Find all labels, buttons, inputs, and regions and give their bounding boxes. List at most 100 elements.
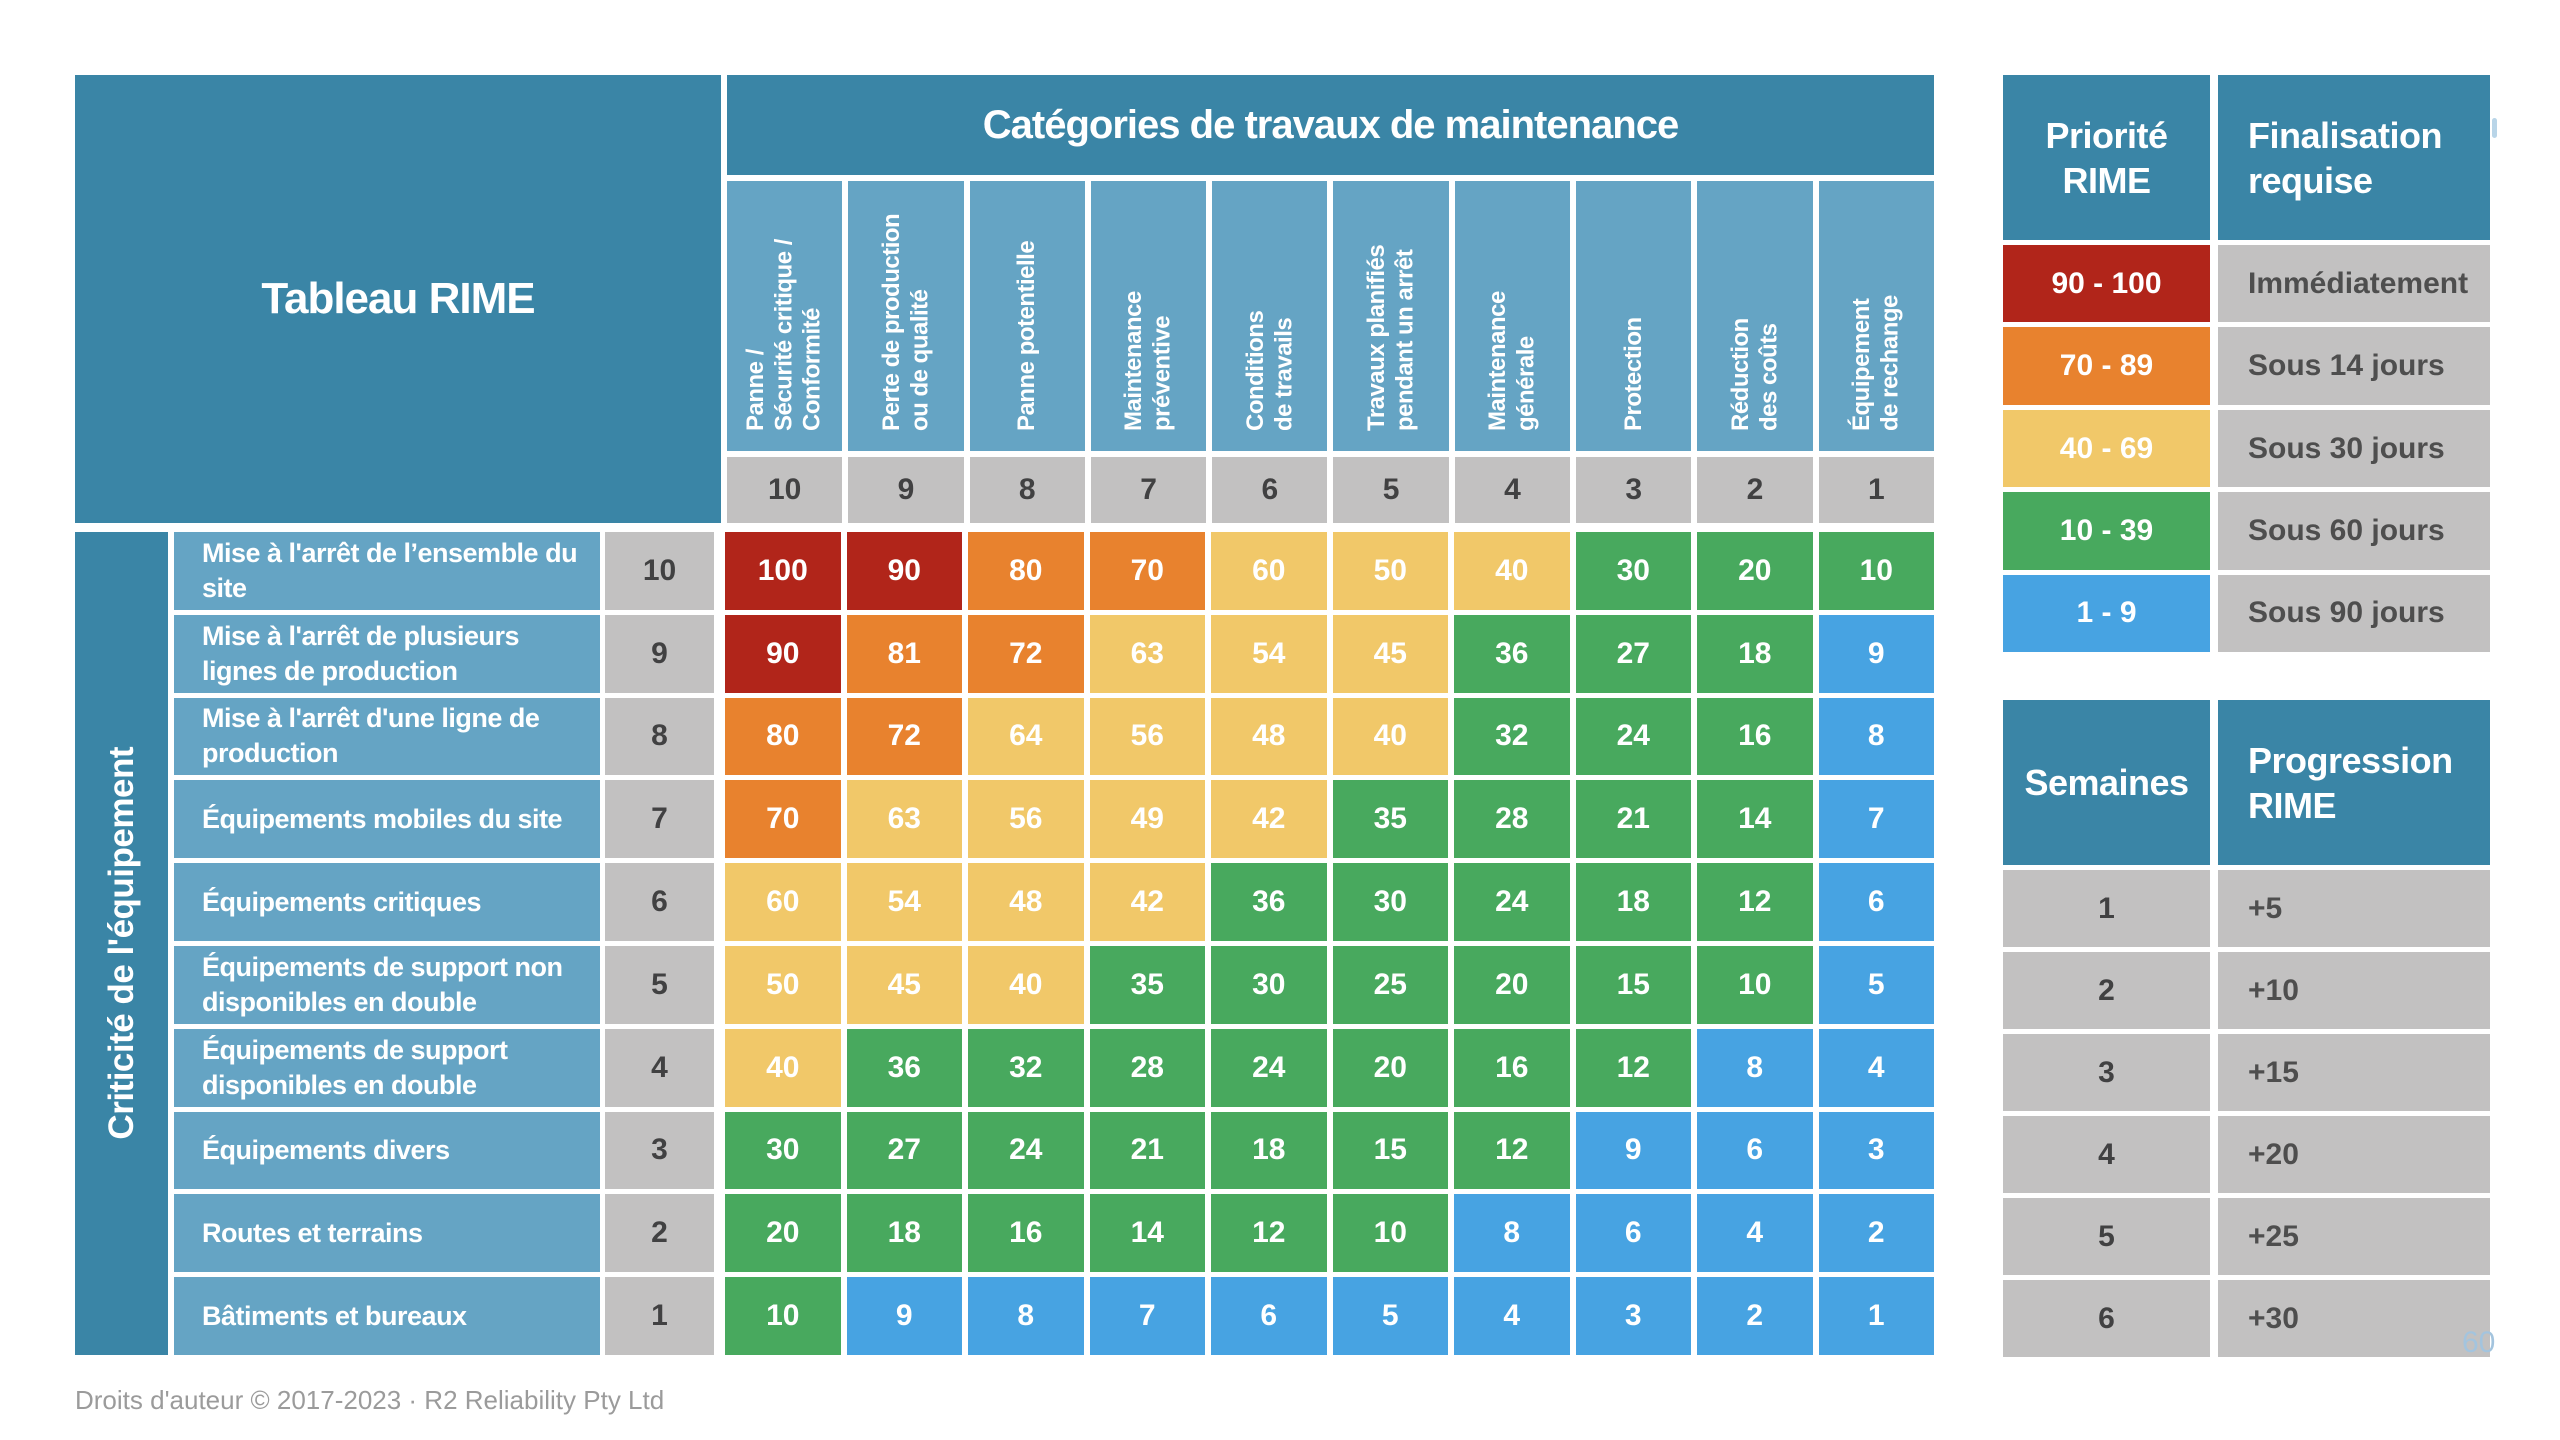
matrix-value-cell: 72 <box>968 614 1084 693</box>
weeks-cell: 1 <box>2003 870 2210 947</box>
matrix-value-cell: 21 <box>1089 1111 1205 1190</box>
matrix-row-cells: 60 54 48 42 36 30 24 18 12 6 <box>725 863 1934 941</box>
column-weight-cell: 4 <box>1454 457 1571 523</box>
deadline-header-cell: Finalisation requise <box>2218 75 2490 240</box>
column-header-label: Panne potentielle <box>1013 240 1041 431</box>
row-label-cell: Équipements divers <box>174 1111 600 1190</box>
matrix-value-cell: 24 <box>1575 697 1691 776</box>
matrix-value-cell: 48 <box>968 863 1084 941</box>
rime-matrix-table: Tableau RIME Catégories de travaux de ma… <box>75 75 1934 1355</box>
column-header-label: Réduction des coûts <box>1726 318 1783 431</box>
matrix-value-cell: 36 <box>846 1028 962 1107</box>
priority-legend-table: Priorité RIME Finalisation requise 90 - … <box>2003 75 2490 653</box>
matrix-value-cell: 18 <box>846 1194 962 1273</box>
matrix-row: Équipements divers 3 30 27 24 21 18 15 12 9 6 3 <box>174 1111 1934 1190</box>
matrix-value-cell: 28 <box>1089 1028 1205 1107</box>
matrix-value-cell: 12 <box>1211 1194 1327 1273</box>
progression-row: 2 +10 <box>2003 952 2490 1029</box>
matrix-value-cell: 9 <box>1818 614 1934 693</box>
row-label-cell: Mise à l'arrêt d'une ligne de production <box>174 697 600 776</box>
row-criticality-cell: 10 <box>605 532 714 610</box>
matrix-value-cell: 50 <box>725 945 841 1024</box>
priority-range-cell: 90 - 100 <box>2003 245 2210 323</box>
row-criticality-cell: 7 <box>605 780 714 859</box>
matrix-value-cell: 15 <box>1332 1111 1448 1190</box>
priority-deadline-cell: Immédiatement <box>2218 245 2490 323</box>
column-weight-cell: 5 <box>1333 457 1449 523</box>
matrix-value-cell: 90 <box>846 532 962 610</box>
matrix-row-cells: 50 45 40 35 30 25 20 15 10 5 <box>725 945 1934 1024</box>
priority-range-cell: 40 - 69 <box>2003 409 2210 488</box>
priority-row: 1 - 9 Sous 90 jours <box>2003 574 2490 653</box>
matrix-row-cells: 80 72 64 56 48 40 32 24 16 8 <box>725 697 1934 776</box>
column-header-cell: Équipement de rechange <box>1818 181 1934 451</box>
row-label-cell: Équipements critiques <box>174 863 600 941</box>
column-header-label: Travaux planifiés pendant un arrêt <box>1362 244 1419 431</box>
matrix-value-cell: 21 <box>1575 780 1691 859</box>
column-header-cell: Réduction des coûts <box>1697 181 1813 451</box>
progression-value-cell: +15 <box>2218 1034 2490 1111</box>
matrix-body: Mise à l'arrêt de l’ensemble du site 10 10… <box>174 532 1934 1355</box>
column-weight-cell: 9 <box>848 457 964 523</box>
matrix-value-cell: 80 <box>725 697 841 776</box>
weeks-header-cell: Semaines <box>2003 700 2210 865</box>
matrix-value-cell: 10 <box>1332 1194 1448 1273</box>
matrix-value-cell: 12 <box>1697 863 1813 941</box>
matrix-value-cell: 20 <box>1332 1028 1448 1107</box>
weeks-cell: 2 <box>2003 952 2210 1029</box>
row-group-title: Criticité de l'équipement <box>101 747 141 1140</box>
priority-row: 90 - 100 Immédiatement <box>2003 245 2490 323</box>
column-header-label: Équipement de rechange <box>1848 295 1904 431</box>
matrix-row: Équipements critiques 6 60 54 48 42 36 30 24 18 12… <box>174 863 1934 941</box>
priority-range-cell: 70 - 89 <box>2003 327 2210 405</box>
column-weight-cell: 6 <box>1212 457 1328 523</box>
row-criticality-cell: 9 <box>605 614 714 693</box>
matrix-value-cell: 63 <box>846 780 962 859</box>
matrix-value-cell: 2 <box>1697 1277 1813 1355</box>
progression-row: 6 +30 <box>2003 1280 2490 1357</box>
matrix-value-cell: 32 <box>1454 697 1570 776</box>
matrix-row: Mise à l'arrêt d'une ligne de production… <box>174 697 1934 776</box>
matrix-row-cells: 100 90 80 70 60 50 40 30 20 10 <box>725 532 1934 610</box>
matrix-row-cells: 20 18 16 14 12 10 8 6 4 2 <box>725 1194 1934 1273</box>
row-criticality-cell: 6 <box>605 863 714 941</box>
matrix-value-cell: 1 <box>1818 1277 1934 1355</box>
priority-range-cell: 1 - 9 <box>2003 574 2210 653</box>
edge-artifact <box>2492 118 2497 138</box>
matrix-value-cell: 42 <box>1211 780 1327 859</box>
matrix-row-cells: 10 9 8 7 6 5 4 3 2 1 <box>725 1277 1934 1355</box>
matrix-row-cells: 70 63 56 49 42 35 28 21 14 7 <box>725 780 1934 859</box>
page-number: 60 <box>2462 1326 2496 1359</box>
matrix-value-cell: 35 <box>1332 780 1448 859</box>
row-criticality-cell: 8 <box>605 697 714 776</box>
matrix-row: Équipements mobiles du site 7 70 63 56 49 42 35… <box>174 780 1934 859</box>
matrix-value-cell: 25 <box>1332 945 1448 1024</box>
matrix-value-cell: 16 <box>1454 1028 1570 1107</box>
matrix-value-cell: 18 <box>1697 614 1813 693</box>
column-header-cell: Maintenance préventive <box>1090 181 1207 451</box>
priority-deadline-cell: Sous 14 jours <box>2218 327 2490 405</box>
column-header-label: Maintenance préventive <box>1120 291 1176 431</box>
progression-row: 4 +20 <box>2003 1116 2490 1193</box>
copyright-text: Droits d'auteur © 2017-2023 · R2 Reliabi… <box>75 1385 665 1415</box>
matrix-value-cell: 49 <box>1089 780 1205 859</box>
row-label-cell: Bâtiments et bureaux <box>174 1277 600 1355</box>
matrix-value-cell: 8 <box>1454 1194 1570 1273</box>
progression-value-cell: +5 <box>2218 870 2490 947</box>
matrix-value-cell: 80 <box>968 532 1084 610</box>
matrix-row-cells: 30 27 24 21 18 15 12 9 6 3 <box>725 1111 1934 1190</box>
progression-row: 1 +5 <box>2003 870 2490 947</box>
matrix-value-cell: 32 <box>968 1028 1084 1107</box>
matrix-value-cell: 90 <box>725 614 841 693</box>
matrix-row: Routes et terrains 2 20 18 16 14 12 10 8 6 4 2 <box>174 1194 1934 1273</box>
matrix-value-cell: 5 <box>1332 1277 1448 1355</box>
matrix-value-cell: 12 <box>1575 1028 1691 1107</box>
priority-row: 40 - 69 Sous 30 jours <box>2003 409 2490 488</box>
matrix-value-cell: 20 <box>1454 945 1570 1024</box>
matrix-value-cell: 81 <box>846 614 962 693</box>
column-weight-cell: 7 <box>1090 457 1207 523</box>
matrix-value-cell: 70 <box>725 780 841 859</box>
column-weight-cell: 1 <box>1818 457 1934 523</box>
matrix-value-cell: 54 <box>846 863 962 941</box>
matrix-value-cell: 45 <box>846 945 962 1024</box>
